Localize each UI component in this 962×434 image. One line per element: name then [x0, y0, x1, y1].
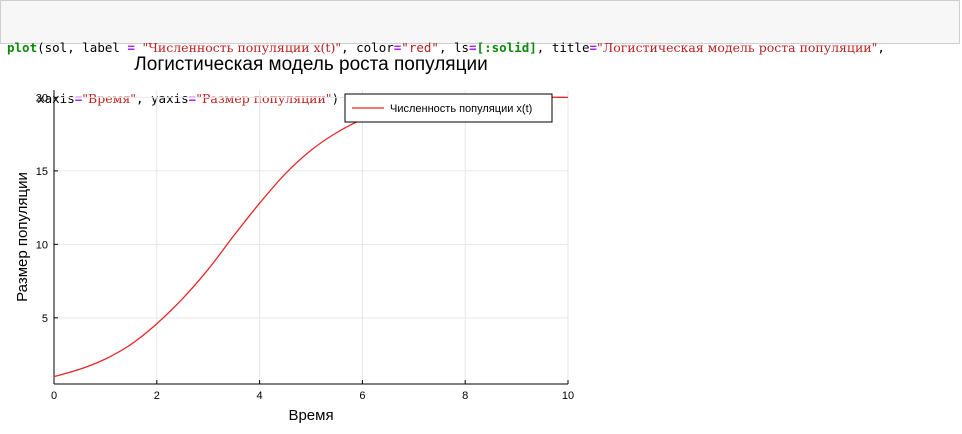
x-tick-label: 4 — [257, 390, 263, 402]
code-string: "red" — [401, 40, 439, 55]
code-text: ) — [331, 91, 340, 106]
code-line-1: plot(sol, label = "Численность популяции… — [7, 39, 953, 56]
tick-labels: 0 2 4 6 8 10 5 10 15 20 — [36, 92, 574, 402]
chart-title: Логистическая модель роста популяции — [134, 54, 487, 75]
legend-label: Численность популяции x(t) — [390, 103, 532, 115]
code-text: , — [877, 40, 885, 55]
code-text: , color — [341, 40, 394, 55]
code-operator: = — [469, 40, 477, 55]
code-cell[interactable]: plot(sol, label = "Численность популяции… — [0, 0, 960, 106]
code-operator: = — [393, 40, 402, 55]
series-line — [53, 96, 569, 378]
code-string: "Размер популяции" — [196, 91, 332, 106]
grid — [53, 90, 569, 384]
series — [53, 96, 569, 378]
y-tick-label: 5 — [42, 313, 48, 325]
code-fn-name: plot — [7, 40, 38, 55]
code-text: , ls — [438, 40, 470, 55]
code-string: "Время" — [82, 91, 136, 106]
code-string: "Численность популяции x(t)" — [142, 40, 342, 55]
code-symbol: [:solid] — [476, 40, 537, 55]
code-operator: = — [127, 40, 135, 55]
code-text: , yaxis — [135, 91, 189, 106]
x-axis-title: Время — [288, 407, 333, 424]
plot-output: Логистическая модель роста популяции 0 2 4… — [0, 46, 600, 434]
code-string: "Логистическая модель роста популяции" — [597, 40, 878, 55]
x-tick-label: 0 — [51, 390, 57, 402]
legend: Численность популяции x(t) — [344, 93, 553, 123]
y-tick-label: 20 — [36, 92, 48, 104]
plot-svg: Логистическая модель роста популяции 0 2 4… — [14, 54, 574, 424]
x-tick-label: 6 — [359, 390, 365, 402]
x-tick-label: 2 — [154, 390, 160, 402]
y-axis-title: Размер популяции — [14, 172, 31, 302]
x-tick-label: 8 — [462, 390, 468, 402]
code-text: (sol, label — [37, 40, 128, 55]
code-line-2: xaxis="Время", yaxis="Размер популяции") — [7, 90, 953, 107]
y-tick-label: 15 — [36, 166, 48, 178]
code-operator: = — [188, 91, 197, 106]
code-operator: = — [74, 91, 83, 106]
code-text: xaxis — [37, 91, 75, 106]
x-tick-label: 10 — [562, 390, 574, 402]
code-text: , title — [536, 40, 590, 55]
code-operator: = — [589, 40, 598, 55]
axes — [53, 90, 569, 385]
y-tick-label: 10 — [36, 239, 48, 251]
